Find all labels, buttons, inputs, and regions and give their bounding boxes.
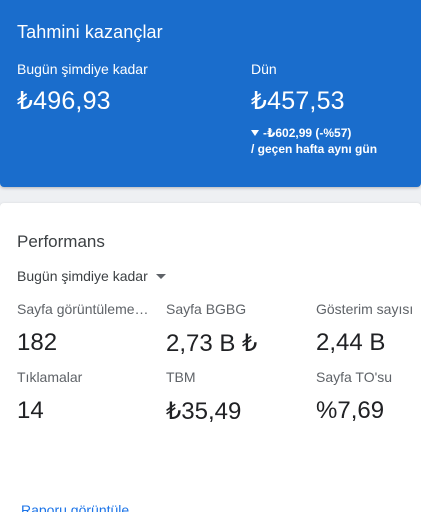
today-earnings: Bugün şimdiye kadar ₺496,93 [17,61,148,116]
metric-cpc: TBM ₺35,49 [166,369,306,426]
date-range-dropdown[interactable]: Bugün şimdiye kadar [17,268,166,284]
metric-value: ₺35,49 [166,398,242,425]
metric-value: 2,73 B ₺ [166,330,258,357]
metric-page-views: Sayfa görüntülemeleri 182 [17,301,151,357]
metric-label: Gösterim sayısı [316,301,414,317]
earnings-title: Tahmini kazançlar [17,22,163,42]
metric-value: 2,44 B [316,329,386,356]
today-value: ₺496,93 [17,87,111,115]
metric-value: 182 [17,329,58,356]
metric-page-ctr: Sayfa TO'su %7,69 [316,369,421,425]
metric-value: %7,69 [316,397,385,424]
yesterday-change-value: -₺602,99 (-%57) [263,126,352,140]
metric-value: 14 [17,397,44,424]
metric-clicks: Tıklamalar 14 [17,369,157,425]
metric-label: Tıklamalar [17,369,83,385]
yesterday-change: -₺602,99 (-%57) / geçen hafta aynı gün [251,125,377,157]
metric-page-rpm: Sayfa BGBG 2,73 B ₺ [166,301,306,358]
triangle-down-icon [251,130,259,136]
metric-impressions: Gösterim sayısı 2,44 B [316,301,421,357]
metric-label: Sayfa BGBG [166,301,247,317]
estimated-earnings-card[interactable]: Tahmini kazançlar Bugün şimdiye kadar ₺4… [0,0,421,187]
performance-card: Performans Bugün şimdiye kadar Sayfa gör… [0,203,421,512]
metric-label: TBM [166,369,196,385]
caret-down-icon [155,274,166,279]
metric-label: Sayfa görüntülemeleri [17,301,151,317]
date-range-label: Bugün şimdiye kadar [17,268,148,284]
yesterday-compare-text: / geçen hafta aynı gün [251,142,378,156]
yesterday-label: Dün [251,61,277,77]
performance-title: Performans [17,232,105,251]
view-report-link[interactable]: Raporu görüntüle [21,502,130,512]
yesterday-value: ₺457,53 [251,87,345,115]
metric-label: Sayfa TO'su [316,369,393,385]
yesterday-change-line: -₺602,99 (-%57) [251,125,377,141]
yesterday-earnings: Dün ₺457,53 -₺602,99 (-%57) / geçen haft… [251,61,377,157]
today-label: Bugün şimdiye kadar [17,61,148,77]
